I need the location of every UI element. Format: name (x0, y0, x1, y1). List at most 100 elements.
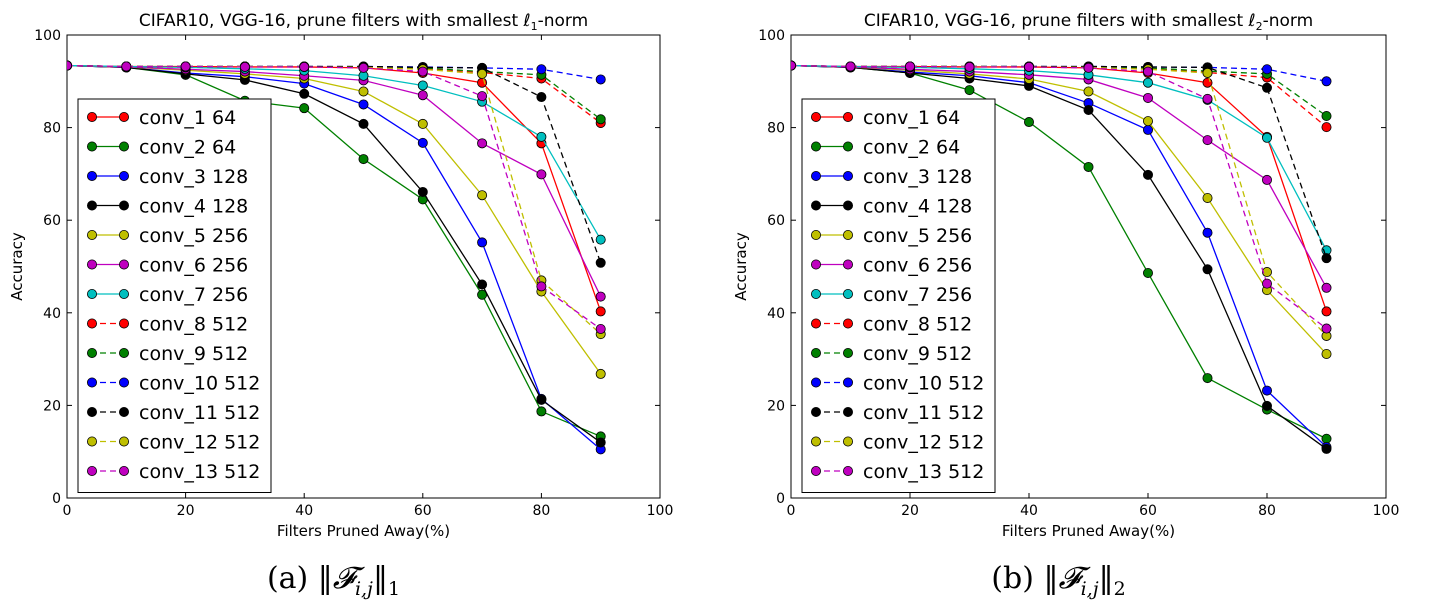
legend-label: conv_2 64 (139, 137, 236, 159)
legend-label: conv_8 512 (139, 314, 248, 336)
legend-marker (87, 200, 98, 211)
title-norm-subscript: 1 (531, 20, 538, 33)
legend-marker (843, 229, 854, 240)
data-point (358, 99, 369, 110)
legend-item: conv_12 512 (811, 432, 984, 454)
data-point (964, 85, 975, 96)
title-norm-symbol: ℓ (1248, 11, 1256, 31)
legend-item: conv_1 64 (811, 107, 960, 129)
legend-item: conv_2 64 (87, 137, 236, 159)
data-point (1321, 306, 1332, 317)
chart-title: CIFAR10, VGG-16, prune filters with smal… (864, 11, 1313, 33)
legend-item: conv_9 512 (811, 343, 972, 365)
data-point (595, 234, 606, 245)
legend-item: conv_3 128 (87, 166, 248, 188)
legend-marker (811, 200, 822, 211)
y-tick-label: 40 (43, 306, 61, 322)
data-point (299, 88, 310, 99)
data-point (595, 368, 606, 379)
legend-label: conv_7 256 (863, 284, 972, 306)
series-conv_10-512 (67, 60, 606, 85)
x-axis-label: Filters Pruned Away(%) (1002, 522, 1175, 540)
legend-marker (843, 436, 854, 447)
legend-item: conv_5 256 (87, 225, 248, 247)
legend-item: conv_10 512 (811, 373, 984, 395)
legend-label: conv_4 128 (863, 196, 972, 218)
data-point (1202, 227, 1213, 238)
data-point (477, 237, 488, 248)
legend-marker (811, 377, 822, 388)
x-axis-label: Filters Pruned Away(%) (277, 522, 450, 540)
legend-label: conv_2 64 (863, 137, 960, 159)
legend-label: conv_8 512 (863, 314, 972, 336)
legend-marker (843, 288, 854, 299)
data-point (1202, 135, 1213, 146)
legend-label: conv_10 512 (863, 373, 984, 395)
legend-marker (843, 259, 854, 270)
legend-marker (87, 229, 98, 240)
caption-index: 2 (1114, 578, 1126, 600)
title-suffix: -norm (538, 11, 589, 31)
legend-item: conv_4 128 (87, 196, 248, 218)
data-point (1143, 66, 1154, 77)
legend-label: conv_12 512 (139, 432, 260, 454)
data-point (1143, 124, 1154, 135)
y-tick-label: 20 (43, 398, 61, 414)
x-tick-label: 80 (532, 503, 550, 519)
title-text: CIFAR10, VGG-16, prune filters with smal… (864, 11, 1249, 31)
legend-label: conv_9 512 (863, 343, 972, 365)
legend-marker (843, 406, 854, 417)
y-axis-label: Accuracy (732, 232, 750, 301)
data-point (358, 154, 369, 165)
legend-item: conv_11 512 (811, 402, 984, 424)
legend-marker (87, 170, 98, 181)
data-point (1262, 132, 1273, 143)
plot-frame (66, 34, 661, 499)
legend-marker (811, 465, 822, 476)
data-point (595, 437, 606, 448)
data-point (239, 61, 250, 72)
data-point (536, 281, 547, 292)
series-line (67, 64, 602, 124)
legend-item: conv_7 256 (811, 284, 972, 306)
data-point (1262, 174, 1273, 185)
legend-marker (87, 347, 98, 358)
legend-marker (843, 465, 854, 476)
legend-marker (119, 141, 130, 152)
legend-marker (119, 200, 130, 211)
data-point (417, 66, 428, 77)
series-conv_13-512 (67, 60, 606, 335)
series-line (791, 64, 1327, 337)
legend-item: conv_2 64 (811, 137, 960, 159)
legend-marker (811, 347, 822, 358)
data-point (1321, 282, 1332, 293)
y-tick-label: 80 (43, 121, 61, 137)
y-tick-label: 80 (767, 121, 785, 137)
caption-subscript: i,j (355, 578, 373, 600)
data-point (358, 86, 369, 97)
data-point (1202, 264, 1213, 275)
data-point (1262, 267, 1273, 278)
data-point (1321, 323, 1332, 334)
legend-item: conv_13 512 (87, 461, 260, 483)
caption-label: (a) (267, 561, 318, 596)
title-suffix: -norm (1263, 11, 1314, 31)
data-point (536, 92, 547, 103)
x-tick-label: 60 (414, 503, 432, 519)
data-point (477, 91, 488, 102)
legend-marker (119, 112, 130, 123)
legend-item: conv_12 512 (87, 432, 260, 454)
data-point (1321, 349, 1332, 360)
legend-item: conv_8 512 (811, 314, 972, 336)
data-point (358, 62, 369, 73)
legend-marker (87, 465, 98, 476)
data-point (1262, 82, 1273, 93)
data-point (1143, 267, 1154, 278)
plot-frame (790, 34, 1387, 499)
legend-label: conv_13 512 (139, 461, 260, 483)
data-point (1321, 253, 1332, 264)
legend-marker (811, 259, 822, 270)
data-point (791, 60, 796, 71)
x-tick-label: 80 (1258, 503, 1276, 519)
data-point (299, 103, 310, 114)
